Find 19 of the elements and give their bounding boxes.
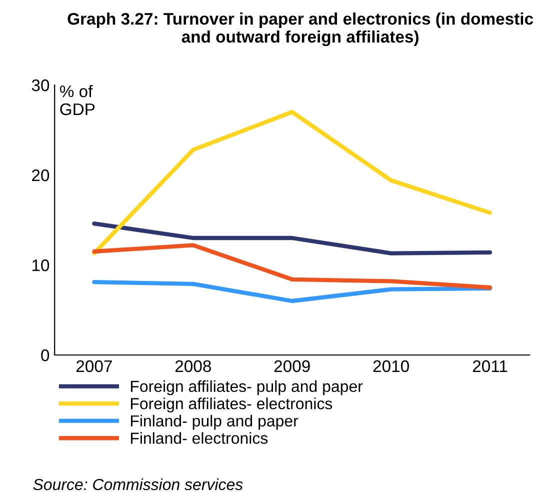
x-tick-label: 2009 (274, 360, 310, 372)
y-tick-label: 30 (32, 79, 50, 92)
y-tick-label: 10 (32, 259, 50, 272)
chart-title: Graph 3.27: Turnover in paper and electronics (in domestic and outward foreign affiliates) (68, 12, 534, 46)
y-tick-label: 20 (32, 169, 50, 182)
legend-label: Finland- pulp and paper (130, 414, 298, 430)
x-tick-label: 2007 (76, 360, 112, 372)
x-tick-label: 2010 (373, 360, 409, 372)
legend-label: Finland- electronics (130, 432, 268, 444)
line-series (92, 222, 492, 256)
line-series (92, 280, 492, 304)
line-series (92, 243, 492, 290)
x-tick-label: 2011 (472, 360, 508, 372)
legend-label: Foreign affiliates- pulp and paper (130, 380, 363, 396)
y-axis-title: % of GDP (60, 85, 95, 116)
legend-label: Foreign affiliates- electronics (130, 398, 332, 412)
x-tick-label: 2008 (175, 360, 211, 372)
source-note: Source: Commission services (33, 478, 243, 490)
y-tick-label: 0 (41, 349, 50, 362)
